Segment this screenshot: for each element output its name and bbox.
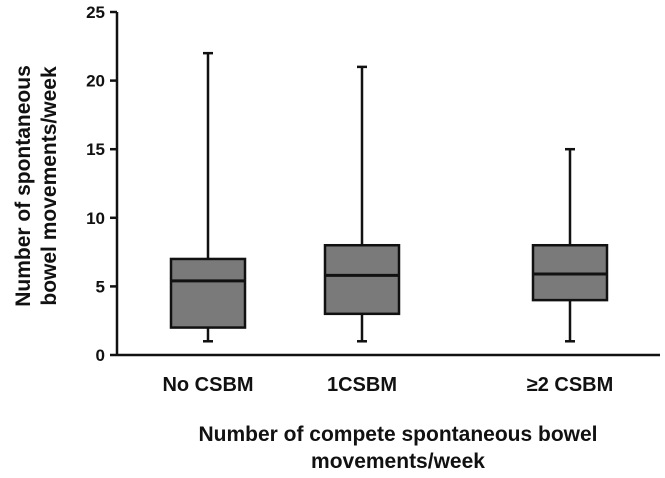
x-axis: No CSBM 1CSBM ≥2 CSBM — [117, 353, 660, 396]
x-axis-title-line: movements/week — [311, 450, 485, 473]
y-axis: 0 5 10 15 20 25 — [86, 3, 119, 365]
iqr-box — [323, 243, 401, 316]
box-2 — [323, 65, 401, 343]
y-axis-title: Number of spontaneous bowel movements/wee… — [12, 65, 61, 307]
y-tick-label: 10 — [86, 209, 105, 228]
iqr-box — [169, 257, 247, 329]
y-tick-label: 15 — [86, 140, 105, 159]
y-axis-title-line: Number of spontaneous — [12, 65, 35, 307]
y-tick-label: 25 — [86, 3, 105, 22]
y-tick-label: 20 — [86, 72, 105, 91]
box-3 — [531, 147, 609, 343]
x-axis-title-line: Number of compete spontaneous bowel — [198, 423, 597, 446]
x-category-label: 1CSBM — [327, 374, 397, 396]
x-category-label: No CSBM — [162, 374, 253, 396]
boxes-group — [169, 51, 609, 343]
axis-titles: Number of spontaneous bowel movements/wee… — [12, 65, 598, 473]
y-tick-label: 0 — [96, 346, 105, 365]
y-tick-label: 5 — [96, 277, 105, 296]
y-axis-title-line: bowel movements/week — [38, 66, 61, 306]
box-1 — [169, 51, 247, 343]
x-category-label: ≥2 CSBM — [527, 374, 614, 396]
